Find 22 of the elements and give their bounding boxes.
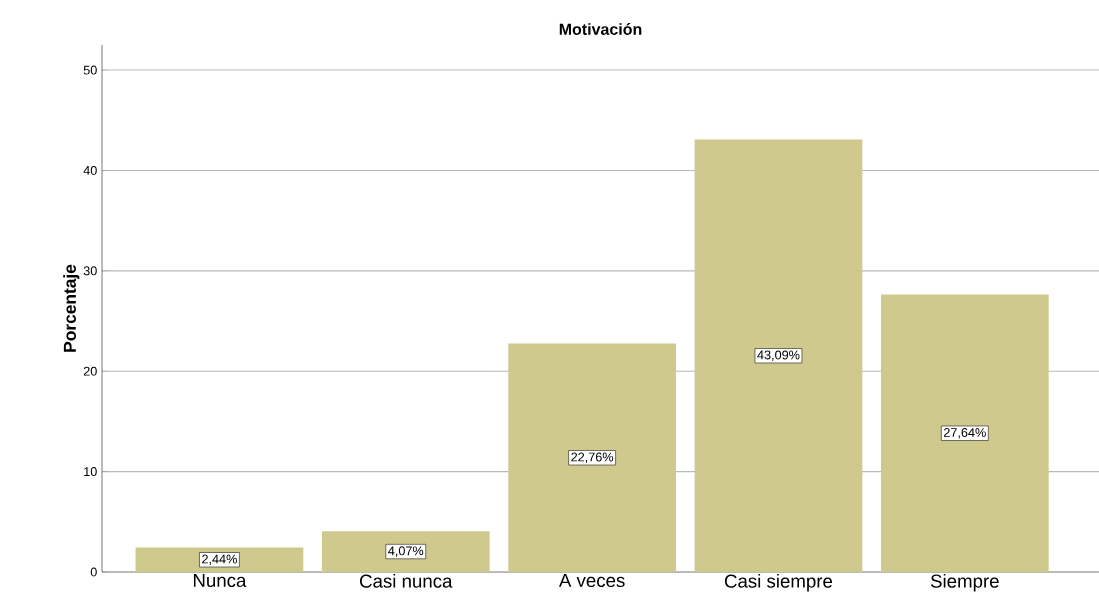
- data-label: 4,07%: [388, 546, 424, 557]
- y-tick-label: 30: [83, 266, 97, 276]
- y-tick-label: 0: [90, 567, 97, 577]
- data-label: 22,76%: [571, 452, 614, 463]
- y-tick-label: 20: [83, 366, 97, 376]
- chart-title: Motivación: [559, 23, 642, 35]
- x-tick-label: Casi siempre: [724, 574, 833, 592]
- data-label: 27,64%: [943, 428, 986, 439]
- y-tick-label: 10: [84, 467, 97, 477]
- y-axis-title: Porcentaje: [63, 264, 80, 352]
- bar: [694, 139, 863, 572]
- y-tick-label: 40: [83, 165, 97, 175]
- x-tick-label: Casi nunca: [360, 574, 453, 588]
- bar: [508, 343, 676, 572]
- data-label: 43,09%: [757, 350, 800, 361]
- x-tick-label: Nunca: [193, 574, 247, 588]
- x-tick-label: Siempre: [930, 574, 999, 592]
- data-label: 2,44%: [202, 554, 237, 565]
- y-tick-label: 50: [83, 65, 97, 75]
- x-tick-label: A veces: [558, 574, 625, 588]
- bar: [321, 531, 490, 572]
- bar: [880, 294, 1049, 572]
